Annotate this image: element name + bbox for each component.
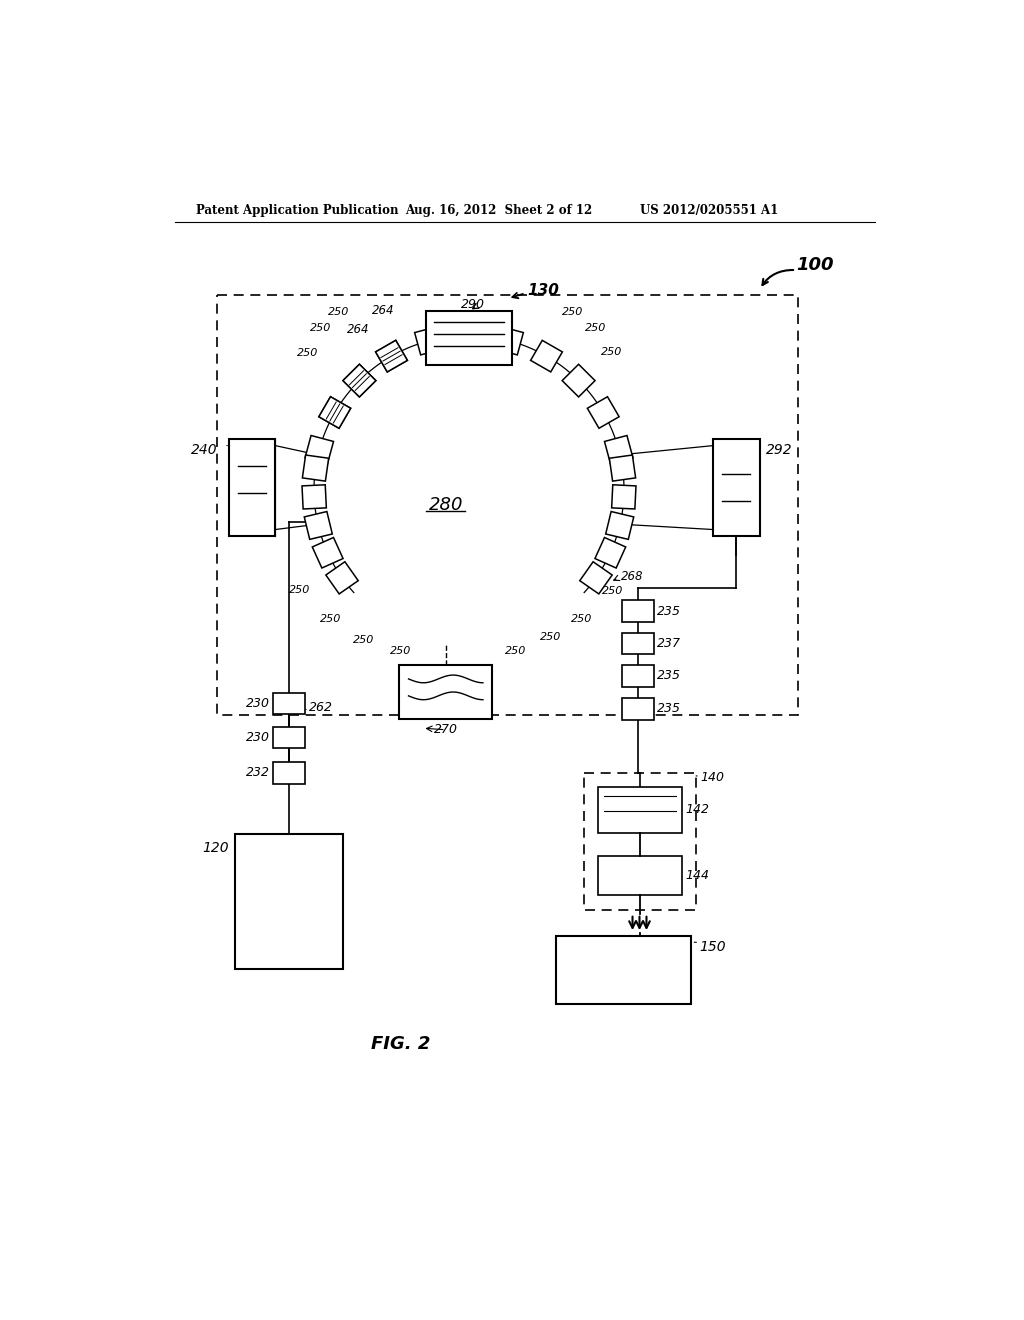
Text: 235: 235	[657, 702, 681, 715]
Polygon shape	[326, 562, 358, 594]
Bar	[598, 855, 682, 895]
Polygon shape	[611, 484, 636, 510]
Text: 264: 264	[372, 305, 394, 317]
Text: 250: 250	[289, 585, 310, 594]
Text: 230: 230	[246, 697, 270, 710]
Text: 290: 290	[461, 298, 485, 312]
Text: 292: 292	[766, 444, 793, 457]
Polygon shape	[495, 326, 523, 355]
Polygon shape	[415, 326, 443, 355]
Text: 250: 250	[602, 586, 624, 597]
Text: 280: 280	[428, 496, 463, 513]
Bar	[217, 296, 799, 715]
Text: 250: 250	[328, 308, 349, 317]
Text: 250: 250	[310, 323, 332, 333]
Polygon shape	[318, 397, 350, 428]
Text: 142: 142	[685, 804, 710, 816]
Polygon shape	[604, 436, 633, 463]
Bar	[622, 698, 654, 719]
Bar	[273, 693, 305, 714]
Text: 250: 250	[297, 348, 318, 358]
Text: 270: 270	[434, 723, 458, 737]
Polygon shape	[343, 364, 376, 397]
Text: 262: 262	[309, 701, 334, 714]
Text: 150: 150	[699, 940, 726, 954]
Text: 235: 235	[657, 605, 681, 618]
Text: 232: 232	[246, 767, 270, 779]
Text: Aug. 16, 2012  Sheet 2 of 12: Aug. 16, 2012 Sheet 2 of 12	[406, 205, 593, 218]
Polygon shape	[562, 364, 595, 397]
Text: 250: 250	[562, 308, 584, 317]
Text: FIG. 2: FIG. 2	[371, 1035, 430, 1053]
Bar	[426, 312, 512, 364]
Text: 120: 120	[202, 841, 228, 854]
Polygon shape	[304, 512, 333, 540]
Bar	[713, 440, 760, 536]
Bar	[273, 726, 305, 748]
Bar	[399, 665, 493, 719]
Text: 250: 250	[541, 632, 562, 643]
Polygon shape	[318, 397, 350, 428]
Text: US 2012/0205551 A1: US 2012/0205551 A1	[640, 205, 778, 218]
Text: 144: 144	[685, 869, 710, 882]
Polygon shape	[595, 537, 626, 568]
Text: 235: 235	[657, 669, 681, 682]
Text: 130: 130	[527, 284, 559, 298]
Text: 250: 250	[390, 647, 412, 656]
Text: Patent Application Publication: Patent Application Publication	[197, 205, 398, 218]
Polygon shape	[302, 484, 327, 510]
Bar	[622, 632, 654, 655]
Bar	[273, 762, 305, 784]
Polygon shape	[588, 397, 620, 428]
Polygon shape	[343, 364, 376, 397]
Text: 250: 250	[586, 323, 606, 333]
Text: 250: 250	[321, 614, 342, 624]
Polygon shape	[606, 512, 634, 540]
Text: 268: 268	[621, 570, 643, 583]
Bar	[622, 665, 654, 686]
Bar	[556, 936, 691, 1003]
Text: 250: 250	[601, 347, 623, 358]
Bar	[584, 774, 696, 909]
Bar	[622, 601, 654, 622]
Text: 230: 230	[246, 731, 270, 744]
Bar	[234, 834, 343, 969]
Polygon shape	[580, 562, 612, 594]
Text: 140: 140	[700, 771, 724, 784]
Polygon shape	[312, 537, 343, 568]
Text: 240: 240	[190, 444, 217, 457]
Polygon shape	[302, 455, 329, 480]
Bar	[598, 787, 682, 833]
Text: 250: 250	[505, 647, 526, 656]
Polygon shape	[530, 341, 562, 372]
Text: 250: 250	[571, 614, 593, 624]
Text: 250: 250	[352, 635, 374, 644]
Text: 237: 237	[657, 638, 681, 649]
Polygon shape	[305, 436, 334, 463]
Text: 264: 264	[346, 323, 369, 335]
Polygon shape	[376, 341, 408, 372]
Polygon shape	[609, 455, 636, 480]
Polygon shape	[376, 341, 408, 372]
Text: 100: 100	[796, 256, 834, 273]
Bar	[228, 440, 275, 536]
